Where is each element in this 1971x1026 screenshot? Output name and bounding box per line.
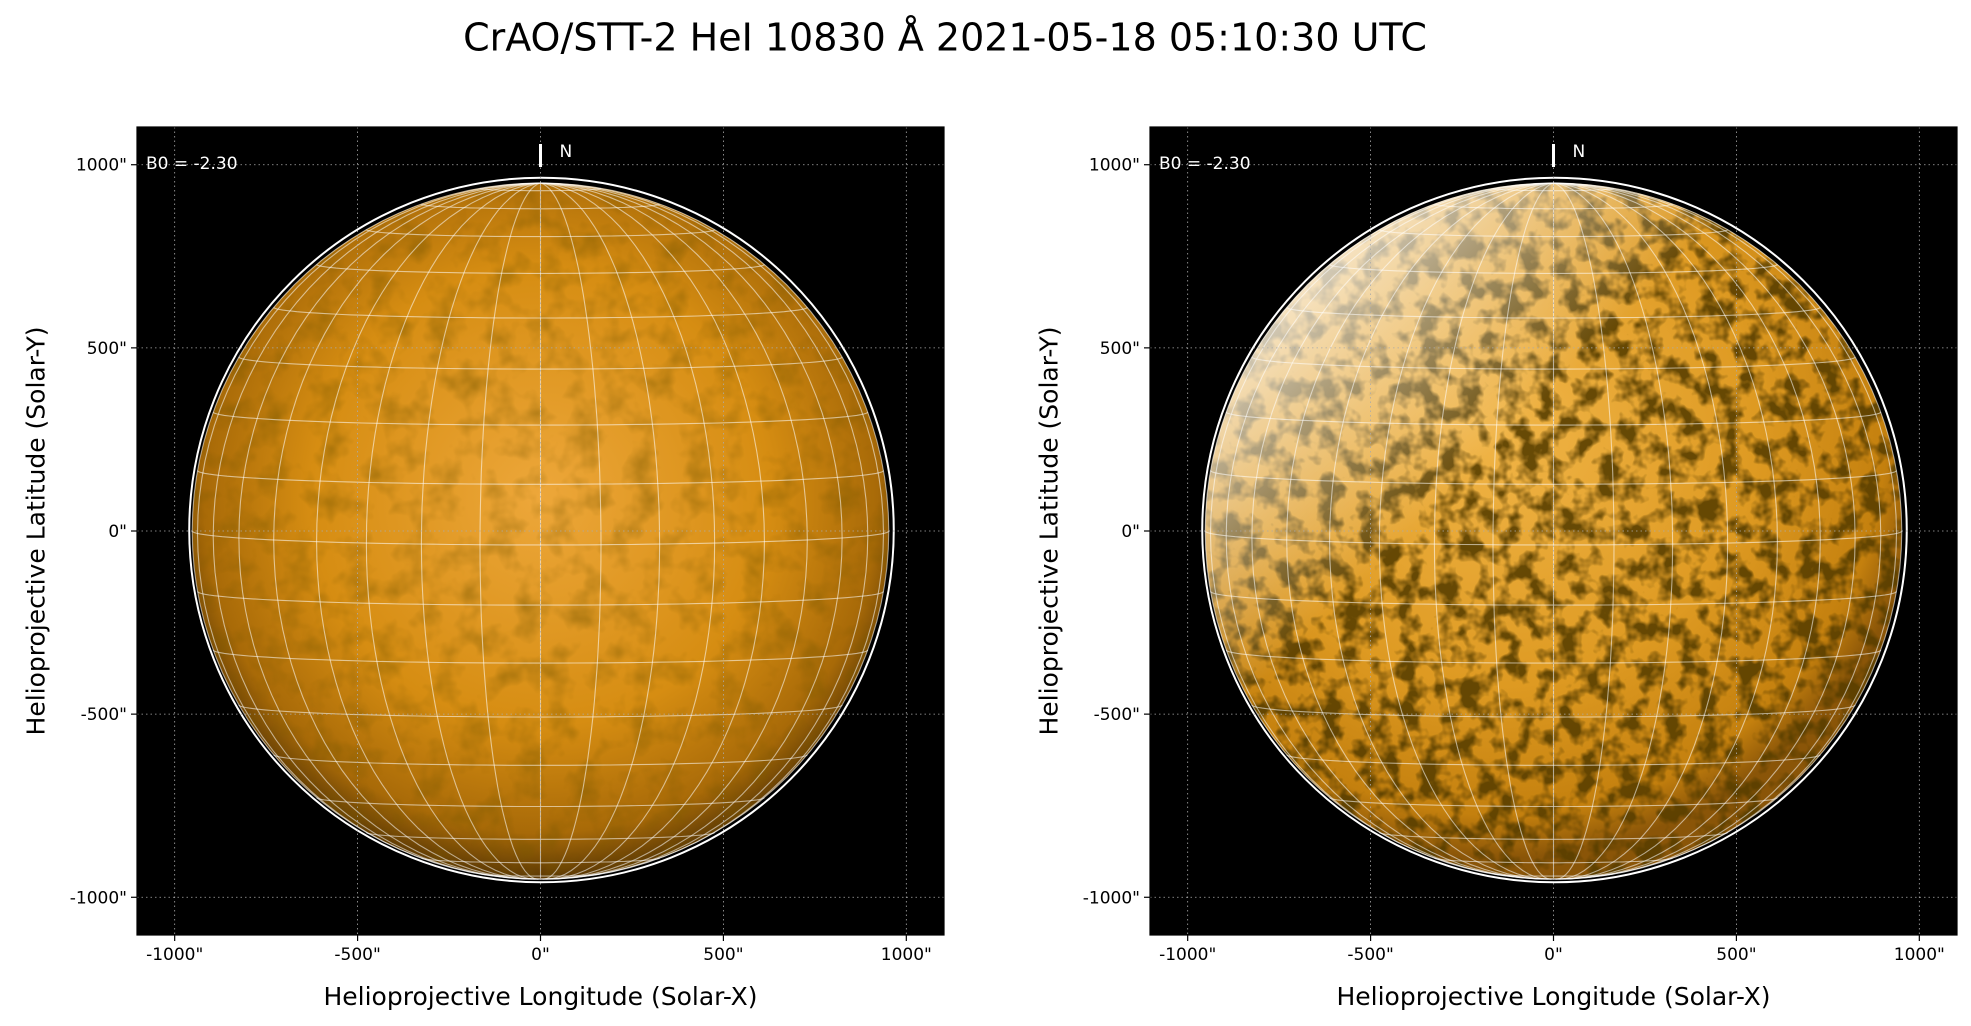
x-tick-label: 1000" xyxy=(881,945,932,965)
y-tick-label: 500" xyxy=(1100,339,1140,359)
heliographic-meridian xyxy=(1286,182,1554,880)
heliographic-meridian xyxy=(1225,182,1554,880)
annotation: B0 = -2.30 xyxy=(146,154,238,174)
x-tick-label: 1000" xyxy=(1894,945,1945,965)
heliographic-meridian xyxy=(540,182,716,880)
x-tick-label: 0" xyxy=(531,945,550,965)
heliographic-meridian xyxy=(540,182,808,880)
heliographic-meridian xyxy=(212,182,541,880)
heliographic-meridian xyxy=(540,182,843,880)
north-label: N xyxy=(560,142,573,162)
y-tick-label: 0" xyxy=(108,522,127,542)
limb xyxy=(1201,176,1908,884)
y-tick-label: 500" xyxy=(87,339,127,359)
heliographic-meridian xyxy=(1553,182,1729,880)
x-tick-label: -500" xyxy=(1347,945,1393,965)
heliographic-meridian xyxy=(1329,182,1554,880)
heliographic-meridian xyxy=(540,182,765,880)
panel: -1000" -500" 0" 500" 1000" -1000" -500" 0" 500" 1… xyxy=(21,126,945,1011)
x-tick-label: 0" xyxy=(1544,945,1563,965)
heliographic-meridian xyxy=(1433,182,1554,880)
x-tick-label: -500" xyxy=(334,945,380,965)
x-tick-label: -1000" xyxy=(146,945,203,965)
heliographic-meridian xyxy=(1378,182,1554,880)
heliographic-meridian xyxy=(1553,182,1778,880)
heliographic-meridian xyxy=(1553,182,1821,880)
y-tick-label: -1000" xyxy=(1083,888,1140,908)
y-tick-label: 1000" xyxy=(76,156,127,176)
heliographic-meridian xyxy=(365,182,541,880)
x-tick-label: -1000" xyxy=(1159,945,1216,965)
heliographic-meridian xyxy=(540,182,602,880)
heliographic-meridian xyxy=(273,182,541,880)
y-axis-label: Helioprojective Latitude (Solar-Y) xyxy=(1034,327,1063,736)
heliographic-meridian xyxy=(540,182,661,880)
heliographic-meridian xyxy=(420,182,541,880)
heliographic-meridian xyxy=(1553,182,1674,880)
heliographic-meridian xyxy=(196,182,541,880)
axes-frame xyxy=(1149,126,1958,936)
y-tick-label: 0" xyxy=(1121,522,1140,542)
x-axis-label: Helioprojective Longitude (Solar-X) xyxy=(323,982,757,1011)
heliographic-meridian xyxy=(316,182,541,880)
heliographic-meridian xyxy=(1553,182,1882,880)
y-tick-label: -1000" xyxy=(70,888,127,908)
x-axis-label: Helioprojective Longitude (Solar-X) xyxy=(1336,982,1770,1011)
heliographic-meridian xyxy=(479,182,541,880)
heliographic-meridian xyxy=(1209,182,1554,880)
y-tick-label: -500" xyxy=(81,705,127,725)
heliographic-meridian xyxy=(1553,182,1856,880)
x-tick-label: 500" xyxy=(1716,945,1756,965)
panel: -1000" -500" 0" 500" 1000" -1000" -500" 0" 500" 1… xyxy=(1034,126,1958,1011)
heliographic-meridian xyxy=(238,182,541,880)
north-label: N xyxy=(1573,142,1586,162)
annotation: B0 = -2.30 xyxy=(1159,154,1251,174)
limb xyxy=(188,176,895,884)
heliographic-meridian xyxy=(1553,182,1615,880)
y-tick-label: -500" xyxy=(1094,705,1140,725)
heliographic-meridian xyxy=(540,182,869,880)
y-tick-label: 1000" xyxy=(1089,156,1140,176)
heliographic-meridian xyxy=(1251,182,1554,880)
heliographic-meridian xyxy=(1492,182,1554,880)
figure-title: CrAO/STT-2 HeI 10830 Å 2021-05-18 05:10:… xyxy=(463,16,1427,60)
x-tick-label: 500" xyxy=(703,945,743,965)
axes-frame xyxy=(136,126,945,936)
y-axis-label: Helioprojective Latitude (Solar-Y) xyxy=(21,327,50,736)
